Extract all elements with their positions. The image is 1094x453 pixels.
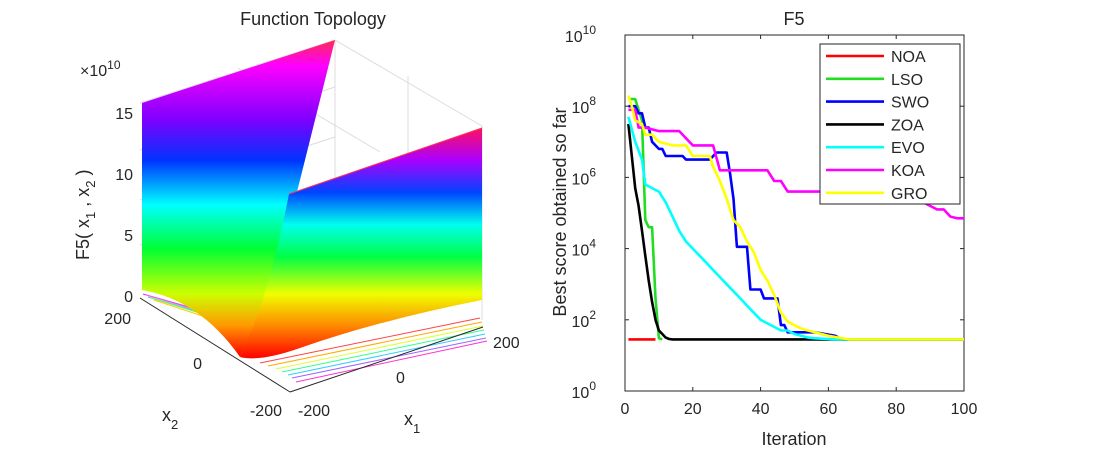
x-axis-label: Iteration	[761, 429, 826, 449]
legend-label-zoa: ZOA	[891, 117, 924, 134]
x-tick-label: 40	[752, 401, 770, 418]
x2-tick-label: -200	[250, 403, 282, 420]
y-tick-base: 10	[572, 171, 590, 188]
surface-plot: 15 10 5 0 ×1010 200 0 -200 -200 0 200 x1…	[73, 9, 520, 436]
z-exponent-power: 10	[107, 58, 121, 72]
x2-tick-label: 200	[104, 311, 131, 328]
x-tick-label: 60	[820, 401, 838, 418]
svg-text:×1010: ×1010	[80, 58, 121, 80]
y-tick-exponent: 0	[589, 379, 596, 393]
legend-label-evo: EVO	[891, 140, 925, 157]
series-line-lso	[628, 97, 663, 341]
series-line-koa	[628, 108, 964, 220]
y-tick-label: 108	[572, 94, 597, 117]
y-tick-label: 1010	[565, 23, 596, 46]
surface-top-edge	[288, 127, 483, 195]
y-tick-base: 10	[572, 243, 590, 260]
surface-x2-label: x2	[162, 405, 178, 432]
legend: NOA LSO SWO ZOA EVO KOA GRO	[819, 43, 961, 205]
series-line-zoa	[627, 123, 964, 341]
surface-x2-ticks: 200 0 -200	[104, 311, 282, 420]
y-tick-exponent: 4	[589, 237, 596, 251]
series-lines	[627, 95, 964, 341]
surface-x1-ticks: -200 0 200	[298, 335, 520, 420]
surface-z-ticks: 15 10 5 0	[115, 106, 133, 306]
legend-label-lso: LSO	[891, 72, 923, 89]
x1-tick-label: -200	[298, 403, 330, 420]
surface-right-wall	[240, 128, 482, 359]
z-tick-label: 0	[124, 289, 133, 306]
surface-title: Function Topology	[240, 9, 386, 29]
x-tick-label: 100	[951, 401, 978, 418]
x-tick-label: 80	[887, 401, 905, 418]
x2-tick-label: 0	[193, 356, 202, 373]
y-tick-exponent: 8	[589, 94, 596, 108]
y-tick-label: 100	[572, 379, 597, 402]
y-tick-base: 10	[572, 100, 590, 117]
x-axis-ticks: 0 20 40 60 80 100	[621, 35, 978, 418]
z-tick-label: 15	[115, 106, 133, 123]
legend-label-noa: NOA	[891, 49, 926, 66]
legend-items: NOA LSO SWO ZOA EVO KOA GRO	[826, 49, 929, 203]
y-tick-label: 102	[572, 308, 597, 331]
y-tick-exponent: 10	[583, 23, 597, 37]
series-line-gro	[627, 95, 964, 341]
y-tick-base: 10	[572, 314, 590, 331]
surface-z-label: F5( x1 , x2 )	[73, 170, 98, 261]
z-tick-label: 10	[115, 167, 133, 184]
x1-tick-label: 200	[493, 335, 520, 352]
z-tick-label: 5	[124, 228, 133, 245]
z-exponent-base: ×10	[80, 63, 107, 80]
y-axis-label: Best score obtained so far	[550, 107, 570, 316]
y-tick-label: 106	[572, 165, 597, 188]
y-tick-label: 104	[572, 237, 597, 260]
y-tick-base: 10	[572, 385, 590, 402]
x-tick-label: 20	[684, 401, 702, 418]
surface-axes	[139, 297, 484, 393]
x-tick-label: 0	[621, 401, 630, 418]
surface-left-wall	[142, 40, 335, 357]
legend-label-swo: SWO	[891, 95, 929, 112]
plot-title: F5	[783, 9, 804, 29]
z-exponent: ×1010	[80, 58, 121, 80]
series-line-swo	[628, 104, 964, 341]
x1-tick-label: 0	[396, 370, 405, 387]
y-tick-exponent: 6	[589, 165, 596, 179]
series-line-evo	[627, 116, 964, 341]
y-tick-base: 10	[565, 29, 583, 46]
y-tick-exponent: 2	[589, 308, 596, 322]
legend-label-koa: KOA	[891, 163, 925, 180]
surface-x1-label: x1	[404, 409, 420, 436]
legend-label-gro: GRO	[891, 186, 927, 203]
